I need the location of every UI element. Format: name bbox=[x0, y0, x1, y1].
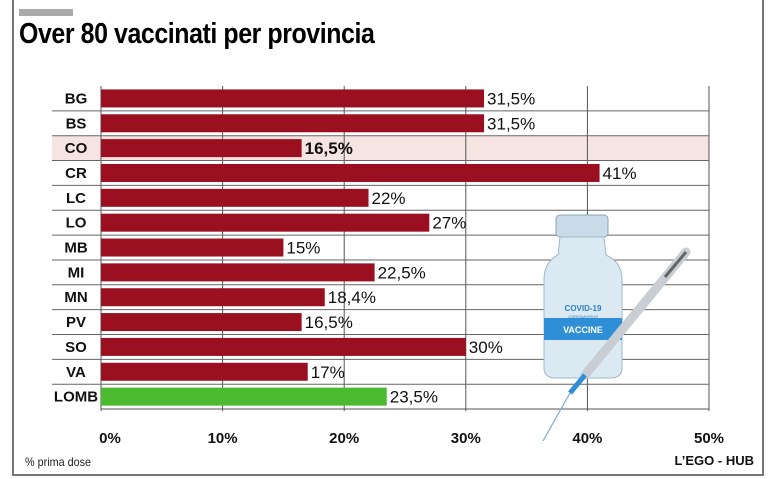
chart-title: Over 80 vaccinati per provincia bbox=[19, 18, 375, 50]
axis-note: % prima dose bbox=[25, 455, 92, 469]
value-label: 16,5% bbox=[305, 139, 353, 158]
credit: L’EGO - HUB bbox=[674, 453, 754, 468]
value-label: 31,5% bbox=[487, 89, 535, 108]
x-tick-label: 50% bbox=[694, 430, 724, 447]
syringe-plunger bbox=[663, 251, 688, 278]
category-label: LC bbox=[66, 190, 86, 207]
category-label: LO bbox=[66, 215, 87, 232]
x-tick-label: 40% bbox=[572, 430, 602, 447]
bar bbox=[101, 89, 485, 108]
value-label: 22,5% bbox=[378, 263, 426, 282]
x-tick-label: 10% bbox=[208, 430, 238, 447]
syringe-needle bbox=[542, 392, 571, 442]
bar bbox=[101, 362, 308, 381]
category-label: MI bbox=[68, 264, 85, 281]
category-label: BS bbox=[66, 115, 87, 132]
category-label: LOMB bbox=[54, 389, 98, 406]
chart-frame bbox=[12, 0, 764, 476]
x-tick-label: 30% bbox=[451, 430, 481, 447]
vial-label-line1: COVID-19 bbox=[565, 304, 602, 313]
value-label: 15% bbox=[286, 239, 320, 258]
x-tick-label: 20% bbox=[329, 430, 359, 447]
vial-cap bbox=[555, 214, 609, 238]
bar bbox=[101, 313, 302, 332]
bar bbox=[101, 163, 600, 182]
bar bbox=[101, 238, 284, 257]
category-label: CO bbox=[65, 140, 88, 157]
bar bbox=[101, 263, 375, 282]
category-label: BG bbox=[65, 90, 88, 107]
category-label: MB bbox=[64, 240, 87, 257]
value-label: 22% bbox=[372, 189, 406, 208]
bar bbox=[101, 139, 302, 158]
bar bbox=[101, 213, 430, 232]
bar bbox=[101, 337, 466, 356]
category-label: MN bbox=[64, 289, 87, 306]
value-label: 17% bbox=[311, 363, 345, 382]
vial-label-band bbox=[544, 318, 622, 340]
value-label: 30% bbox=[469, 338, 503, 357]
category-label: CR bbox=[65, 165, 87, 182]
value-label: 31,5% bbox=[487, 114, 535, 133]
bar bbox=[101, 288, 325, 307]
category-label: SO bbox=[65, 339, 87, 356]
vial-label-line2: CORONAVIRUS bbox=[568, 314, 598, 319]
decorative-bar bbox=[19, 9, 73, 16]
vial-label-line3: VACCINE bbox=[563, 325, 603, 335]
value-label: 18,4% bbox=[328, 288, 376, 307]
value-label: 23,5% bbox=[390, 388, 438, 407]
category-label: PV bbox=[66, 314, 86, 331]
bar bbox=[101, 188, 369, 207]
syringe-hub bbox=[568, 373, 587, 395]
bar bbox=[101, 387, 387, 406]
vial-body bbox=[543, 236, 623, 379]
category-label: VA bbox=[66, 364, 86, 381]
value-label: 27% bbox=[432, 214, 466, 233]
value-label: 41% bbox=[603, 164, 637, 183]
value-label: 16,5% bbox=[305, 313, 353, 332]
x-tick-label: 0% bbox=[99, 430, 121, 447]
bar bbox=[101, 114, 485, 133]
